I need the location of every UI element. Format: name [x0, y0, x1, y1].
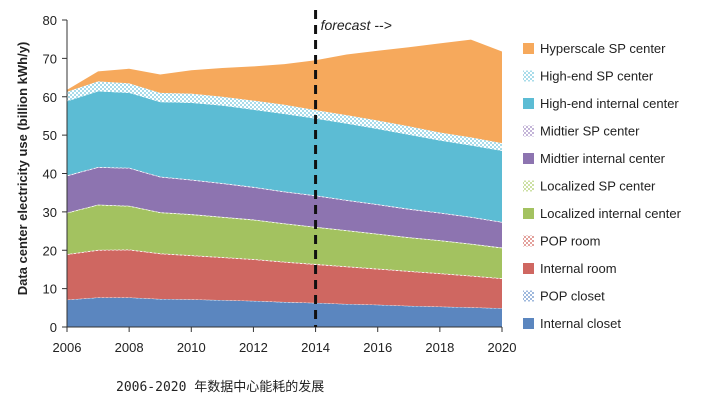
legend-swatch: [523, 180, 534, 192]
area-high-end-internal-center: [67, 91, 502, 222]
legend-swatch: [523, 125, 534, 137]
legend-swatch: [523, 153, 534, 164]
figure-caption: 2006-2020 年数据中心能耗的发展: [116, 380, 325, 395]
legend-item-internal-closet: Internal closet: [523, 316, 621, 331]
area-pop-closet: [67, 297, 502, 309]
area-midtier-internal-center: [67, 167, 502, 248]
legend-label: Localized internal center: [540, 206, 682, 221]
legend-swatch: [523, 98, 534, 109]
legend-label: Internal closet: [540, 316, 621, 331]
legend-swatch: [523, 235, 534, 247]
x-tick-label: 2010: [177, 340, 206, 355]
legend-swatch: [523, 318, 534, 329]
legend-label: Localized SP center: [540, 179, 656, 194]
x-tick-label: 2012: [239, 340, 268, 355]
y-tick-label: 60: [43, 90, 57, 105]
x-tick-label: 2018: [425, 340, 454, 355]
area-internal-room: [67, 250, 502, 309]
legend-item-high-end-sp-center: High-end SP center: [523, 69, 654, 84]
forecast-label: forecast -->: [321, 17, 392, 33]
axes-group: 0 10 20 30 40 50 60 70 80 2006 2008 2010 2012 2014 201…: [15, 13, 516, 355]
y-tick-label: 30: [43, 205, 57, 220]
y-tick-label: 50: [43, 128, 57, 143]
legend-item-pop-room: POP room: [523, 234, 600, 249]
legend-swatch: [523, 43, 534, 54]
area-localized-internal-center: [67, 205, 502, 279]
legend-label: POP closet: [540, 289, 605, 304]
legend-item-midtier-internal-center: Midtier internal center: [523, 151, 666, 166]
y-tick-label: 40: [43, 167, 57, 182]
legend: Hyperscale SP center High-end SP center Hi…: [523, 41, 682, 331]
legend-item-midtier-sp-center: Midtier SP center: [523, 124, 640, 139]
x-tick-label: 2014: [301, 340, 330, 355]
legend-swatch: [523, 70, 534, 82]
legend-label: Midtier internal center: [540, 151, 666, 166]
x-tick-label: 2006: [53, 340, 82, 355]
y-tick-label: 20: [43, 243, 57, 258]
y-tick-label: 10: [43, 282, 57, 297]
legend-label: Internal room: [540, 261, 617, 276]
x-tick-label: 2020: [488, 340, 517, 355]
legend-item-pop-closet: POP closet: [523, 289, 605, 304]
legend-label: Hyperscale SP center: [540, 41, 666, 56]
area-series-group: [67, 39, 502, 327]
area-hyperscale-sp-center: [67, 39, 502, 144]
legend-label: High-end internal center: [540, 96, 679, 111]
y-axis-title: Data center electricity use (billion kWh…: [15, 42, 30, 296]
legend-label: High-end SP center: [540, 69, 654, 84]
legend-swatch: [523, 208, 534, 219]
y-tick-label: 80: [43, 13, 57, 28]
x-tick-label: 2008: [115, 340, 144, 355]
legend-item-localized-sp-center: Localized SP center: [523, 179, 656, 194]
forecast-annotation: forecast -->: [314, 10, 392, 327]
legend-label: POP room: [540, 234, 600, 249]
y-tick-label: 70: [43, 51, 57, 66]
legend-item-hyperscale-sp-center: Hyperscale SP center: [523, 41, 666, 56]
legend-item-high-end-internal-center: High-end internal center: [523, 96, 679, 111]
legend-swatch: [523, 290, 534, 302]
legend-label: Midtier SP center: [540, 124, 640, 139]
legend-swatch: [523, 263, 534, 274]
x-tick-label: 2016: [363, 340, 392, 355]
legend-item-internal-room: Internal room: [523, 261, 617, 276]
area-internal-closet: [67, 297, 502, 327]
legend-item-localized-internal-center: Localized internal center: [523, 206, 682, 221]
area-high-end-sp-center: [67, 81, 502, 151]
y-tick-label: 0: [50, 320, 57, 335]
